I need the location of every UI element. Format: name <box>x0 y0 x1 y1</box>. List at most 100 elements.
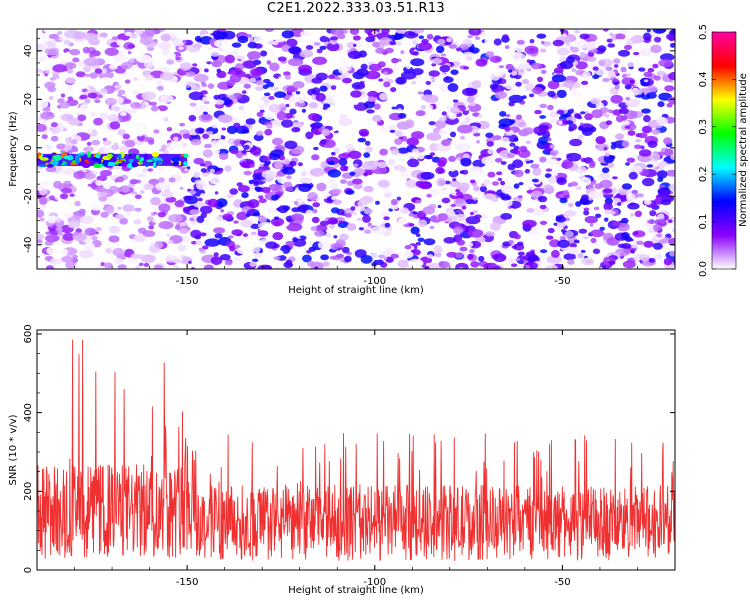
heatmap-blob <box>404 119 415 129</box>
heatmap-blob <box>273 87 279 91</box>
heatmap-blob <box>188 114 197 122</box>
heatmap-blob <box>257 224 263 228</box>
heatmap-blob <box>575 113 582 117</box>
spectrogram-xlabel: Height of straight line (km) <box>288 285 424 296</box>
heatmap-blob <box>363 185 374 193</box>
heatmap-blob <box>270 217 285 227</box>
heatmap-blob <box>330 36 339 41</box>
heatmap-blob <box>599 179 613 189</box>
heatmap-blob <box>232 92 243 99</box>
heatmap-blob <box>643 79 649 83</box>
heatmap-blob <box>292 81 305 89</box>
heatmap-blob <box>213 94 221 100</box>
heatmap-blob <box>308 113 320 121</box>
heatmap-blob <box>617 49 631 57</box>
heatmap-blob <box>266 60 272 65</box>
heatmap-blob <box>222 213 233 220</box>
heatmap-blob <box>518 195 523 199</box>
narrowband-blob <box>121 160 127 168</box>
heatmap-blob <box>203 100 210 105</box>
heatmap-blob <box>627 62 634 68</box>
heatmap-blob <box>146 216 154 222</box>
heatmap-blob <box>143 183 154 191</box>
heatmap-blob <box>592 74 600 80</box>
heatmap-blob <box>522 127 534 135</box>
heatmap-blob <box>79 94 88 100</box>
heatmap-blob <box>254 252 262 259</box>
narrowband-blob <box>75 154 81 159</box>
heatmap-blob <box>513 51 523 59</box>
heatmap-blob <box>152 77 162 82</box>
heatmap-blob <box>400 71 417 80</box>
heatmap-blob <box>134 124 145 131</box>
heatmap-blob <box>542 240 549 246</box>
heatmap-blob <box>556 177 567 185</box>
heatmap-blob <box>368 63 382 72</box>
heatmap-blob <box>465 56 473 61</box>
heatmap-blob <box>173 136 179 142</box>
heatmap-blob <box>264 128 273 136</box>
heatmap-blob <box>518 121 527 128</box>
heatmap-blob <box>664 148 674 157</box>
heatmap-blob <box>610 94 623 104</box>
heatmap-blob <box>513 183 520 189</box>
heatmap-blob <box>363 172 369 177</box>
heatmap-blob <box>237 35 249 44</box>
heatmap-blob <box>338 158 348 166</box>
heatmap-blob <box>290 121 304 129</box>
heatmap-blob <box>410 226 420 235</box>
heatmap-blob <box>102 140 112 146</box>
heatmap-blob <box>172 258 182 264</box>
heatmap-blob <box>118 49 125 54</box>
heatmap-blob <box>37 100 49 109</box>
narrowband-blob <box>69 162 79 165</box>
heatmap-blob <box>643 71 653 78</box>
heatmap-blob <box>111 36 119 40</box>
heatmap-blob <box>243 233 248 237</box>
heatmap-blob <box>438 116 447 122</box>
heatmap-blob <box>247 51 261 60</box>
heatmap-blob <box>578 125 584 131</box>
heatmap-blob <box>196 181 206 190</box>
heatmap-blob <box>455 262 469 269</box>
heatmap-blob <box>643 240 654 248</box>
heatmap-blob <box>119 145 130 153</box>
heatmap-blob <box>626 193 636 201</box>
heatmap-blob <box>489 83 499 90</box>
heatmap-blob <box>621 243 632 249</box>
heatmap-blob <box>289 108 297 115</box>
heatmap-blob <box>447 163 457 172</box>
heatmap-blob <box>448 44 457 49</box>
heatmap-blob <box>102 137 107 142</box>
heatmap-blob <box>648 257 656 263</box>
heatmap-blob <box>262 78 271 84</box>
heatmap-blob <box>117 206 122 210</box>
heatmap-blob <box>261 169 276 179</box>
heatmap-blob <box>553 67 564 74</box>
heatmap-blob <box>281 30 294 39</box>
heatmap-blob <box>500 161 507 165</box>
heatmap-blob <box>450 69 459 75</box>
heatmap-blob <box>389 41 396 45</box>
heatmap-blob <box>358 227 364 231</box>
heatmap-blob <box>184 168 189 172</box>
heatmap-blob <box>456 239 465 246</box>
heatmap-blob <box>614 38 625 48</box>
heatmap-blob <box>147 168 154 172</box>
heatmap-blob <box>428 121 436 126</box>
x-tick-label: -100 <box>363 577 386 588</box>
heatmap-blob <box>563 190 570 196</box>
heatmap-blob <box>644 199 652 206</box>
narrowband-blob <box>183 153 189 159</box>
heatmap-blob <box>422 206 436 215</box>
heatmap-blob <box>165 196 177 203</box>
heatmap-blob <box>117 264 127 269</box>
heatmap-blob <box>148 139 155 145</box>
heatmap-blob <box>629 79 635 84</box>
heatmap-blob <box>123 171 129 175</box>
heatmap-blob <box>136 132 144 137</box>
heatmap-blob <box>366 109 375 114</box>
heatmap-blob <box>583 236 589 240</box>
heatmap-blob <box>82 225 88 230</box>
heatmap-blob <box>342 77 352 84</box>
